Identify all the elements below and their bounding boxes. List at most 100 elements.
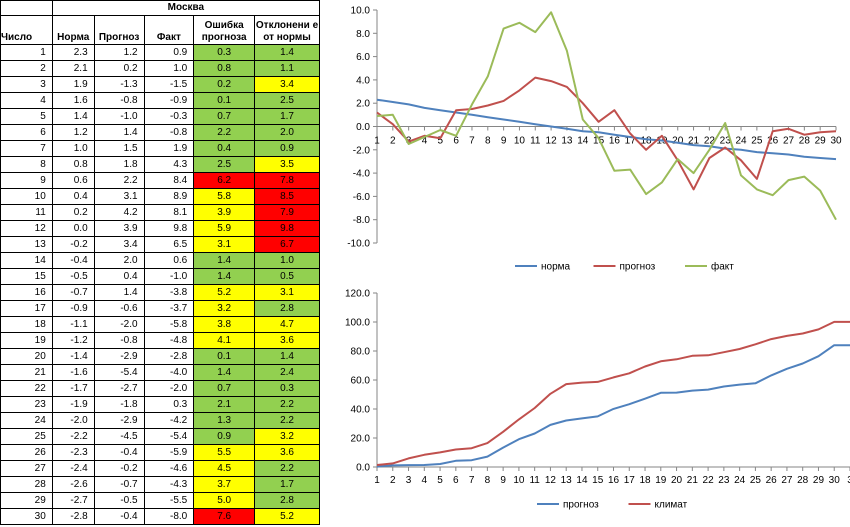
temperature-chart-svg: 10.0 8.0 6.0 4.0 2.0 0.0 -2.0 -4.0 -6.0 -8.0 -10.0… bbox=[347, 6, 842, 273]
table-row: 25 -2.2 -4.5 -5.4 0.9 3.2 bbox=[0, 428, 320, 445]
x-tick-label: 20 bbox=[672, 136, 684, 147]
cell-fact: 0.3 bbox=[143, 396, 195, 413]
cell-fact: -8.0 bbox=[143, 508, 195, 525]
cell-day: 14 bbox=[0, 252, 53, 269]
x-tick-label: 29 bbox=[815, 136, 827, 147]
legend-label: норма bbox=[541, 262, 571, 273]
x-tick-label: 14 bbox=[577, 136, 589, 147]
x-tick-label: 30 bbox=[829, 475, 841, 486]
cell-norm: -2.0 bbox=[51, 412, 95, 429]
cell-forecast-error: 0.9 bbox=[193, 428, 256, 445]
cell-norm-deviation: 1.0 bbox=[254, 252, 320, 269]
cell-forecast-error: 3.9 bbox=[193, 204, 256, 221]
y-tick-label: -2.0 bbox=[353, 145, 371, 156]
x-tick-label: 12 bbox=[546, 136, 558, 147]
cell-forecast-error: 2.1 bbox=[193, 396, 256, 413]
cell-forecast-error: 2.2 bbox=[193, 124, 256, 141]
cell-fact: -0.9 bbox=[143, 92, 195, 109]
x-tick-label: 8 bbox=[485, 475, 491, 486]
cell-norm-deviation: 1.7 bbox=[254, 476, 320, 493]
cell-day: 8 bbox=[0, 156, 53, 173]
cell-norm: 0.2 bbox=[51, 204, 95, 221]
cell-forecast: -5.4 bbox=[93, 364, 145, 381]
x-tick-label: 10 bbox=[514, 136, 526, 147]
cell-norm-deviation: 2.2 bbox=[254, 412, 320, 429]
cell-norm: -0.7 bbox=[51, 284, 95, 301]
x-tick-label: 6 bbox=[453, 136, 459, 147]
y-tick-label: 120.0 bbox=[345, 289, 370, 300]
x-tick-label: 16 bbox=[609, 136, 621, 147]
table-row: 19 -1.2 -0.8 -4.8 4.1 3.6 bbox=[0, 332, 320, 349]
cell-norm-deviation: 2.0 bbox=[254, 124, 320, 141]
x-tick-label: 8 bbox=[485, 136, 491, 147]
cell-day: 6 bbox=[0, 124, 53, 141]
cell-forecast: 2.2 bbox=[93, 172, 145, 189]
table-row: 27 -2.4 -0.2 -4.6 4.5 2.2 bbox=[0, 460, 320, 477]
cell-day: 15 bbox=[0, 268, 53, 285]
series-line-прогноз bbox=[376, 76, 837, 191]
cell-forecast: -0.4 bbox=[93, 508, 145, 525]
y-tick-label: -10.0 bbox=[347, 239, 370, 250]
cell-norm-deviation: 4.7 bbox=[254, 316, 320, 333]
cell-norm-deviation: 5.2 bbox=[254, 508, 320, 525]
cell-norm: -1.4 bbox=[51, 348, 95, 365]
x-tick-label: 3 bbox=[406, 475, 412, 486]
cell-fact: -2.0 bbox=[143, 380, 195, 397]
cell-day: 25 bbox=[0, 428, 53, 445]
cell-fact: -5.9 bbox=[143, 444, 195, 461]
cell-forecast: 3.1 bbox=[93, 188, 145, 205]
table-row: 17 -0.9 -0.6 -3.7 3.2 2.8 bbox=[0, 300, 320, 317]
cell-norm: 2.1 bbox=[51, 60, 95, 77]
cell-day: 2 bbox=[0, 60, 53, 77]
cell-forecast-error: 2.5 bbox=[193, 156, 256, 173]
x-tick-label: 21 bbox=[688, 136, 700, 147]
cell-norm: 0.6 bbox=[51, 172, 95, 189]
x-tick-label: 28 bbox=[799, 136, 811, 147]
cell-norm: -1.9 bbox=[51, 396, 95, 413]
cell-fact: -5.5 bbox=[143, 492, 195, 509]
y-tick-label: 60.0 bbox=[351, 376, 371, 387]
x-tick-label: 14 bbox=[576, 475, 588, 486]
cell-forecast-error: 0.1 bbox=[193, 348, 256, 365]
cell-norm-deviation: 3.6 bbox=[254, 444, 320, 461]
cell-day: 12 bbox=[0, 220, 53, 237]
cell-forecast-error: 3.2 bbox=[193, 300, 256, 317]
cell-norm-deviation: 1.4 bbox=[254, 348, 320, 365]
cell-fact: -5.8 bbox=[143, 316, 195, 333]
table-row: 26 -2.3 -0.4 -5.9 5.5 3.6 bbox=[0, 444, 320, 461]
cell-norm-deviation: 9.8 bbox=[254, 220, 320, 237]
cell-norm-deviation: 6.7 bbox=[254, 236, 320, 253]
cell-forecast: -0.7 bbox=[93, 476, 145, 493]
cell-forecast-error: 0.7 bbox=[193, 108, 256, 125]
cell-norm: -0.5 bbox=[51, 268, 95, 285]
x-tick-label: 10 bbox=[513, 475, 525, 486]
table-row: 29 -2.7 -0.5 -5.5 5.0 2.8 bbox=[0, 492, 320, 509]
y-tick-label: 40.0 bbox=[351, 405, 371, 416]
x-tick-label: 29 bbox=[813, 475, 825, 486]
x-tick-label: 7 bbox=[469, 475, 475, 486]
x-tick-label: 23 bbox=[720, 136, 732, 147]
cell-norm-deviation: 2.5 bbox=[254, 92, 320, 109]
y-tick-label: -4.0 bbox=[353, 169, 371, 180]
cell-day: 27 bbox=[0, 460, 53, 477]
y-tick-label: -6.0 bbox=[353, 192, 371, 203]
cell-day: 1 bbox=[0, 44, 53, 61]
cell-day: 20 bbox=[0, 348, 53, 365]
cell-norm-deviation: 3.4 bbox=[254, 76, 320, 93]
cell-day: 24 bbox=[0, 412, 53, 429]
x-tick-label: 9 bbox=[501, 136, 507, 147]
cell-norm: -0.4 bbox=[51, 252, 95, 269]
table-row: 21 -1.6 -5.4 -4.0 1.4 2.4 bbox=[0, 364, 320, 381]
cell-fact: -4.0 bbox=[143, 364, 195, 381]
cell-norm: 0.8 bbox=[51, 156, 95, 173]
cell-forecast: -0.4 bbox=[93, 444, 145, 461]
cell-norm: 1.4 bbox=[51, 108, 95, 125]
cell-forecast-error: 5.8 bbox=[193, 188, 256, 205]
cell-forecast: -0.8 bbox=[93, 92, 145, 109]
table-row: 24 -2.0 -2.9 -4.2 1.3 2.2 bbox=[0, 412, 320, 429]
cell-norm: -2.8 bbox=[51, 508, 95, 525]
table-row: 30 -2.8 -0.4 -8.0 7.6 5.2 bbox=[0, 508, 320, 525]
cell-forecast-error: 1.3 bbox=[193, 412, 256, 429]
cell-fact: 9.8 bbox=[143, 220, 195, 237]
x-tick-label: 20 bbox=[671, 475, 683, 486]
